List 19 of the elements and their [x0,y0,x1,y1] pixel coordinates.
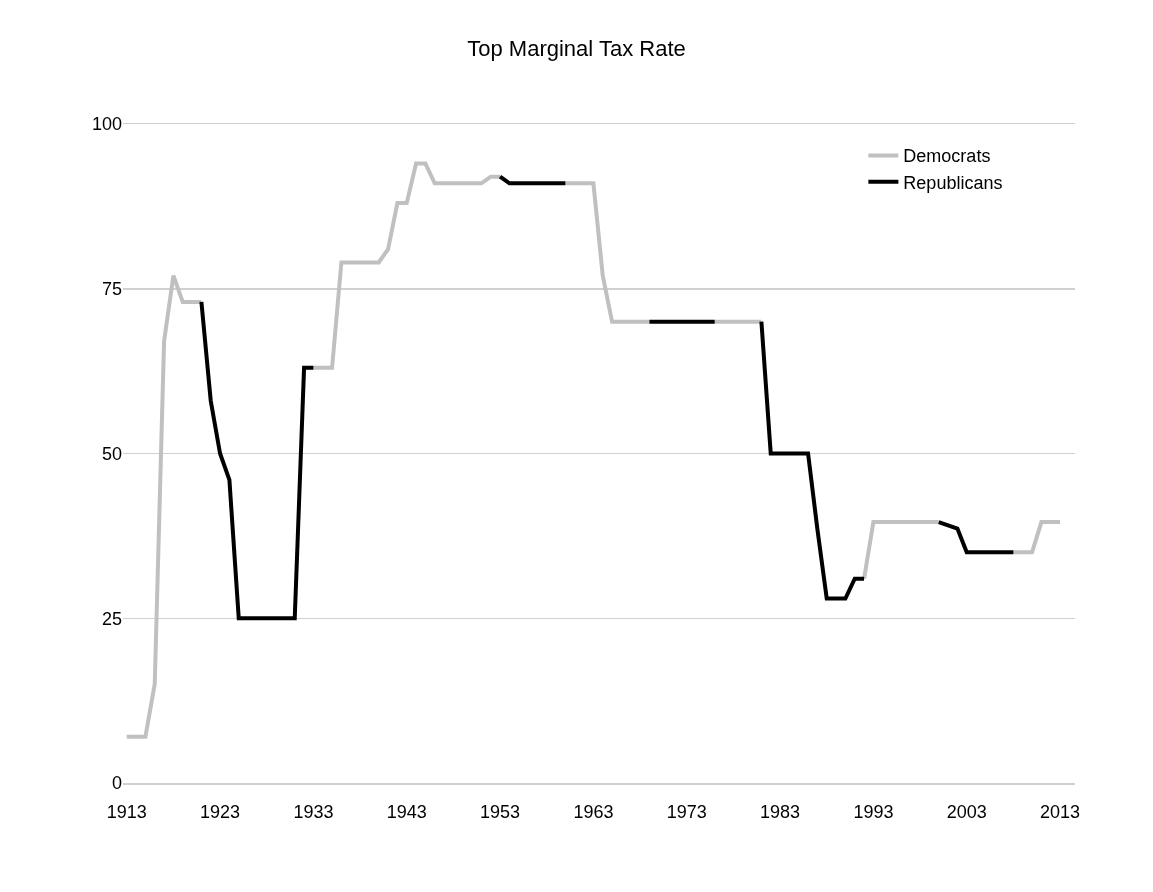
y-tick-label: 100 [91,114,122,135]
y-tick-label: 50 [101,443,122,464]
x-tick-label: 1933 [293,802,334,823]
legend-label: Republicans [903,172,1003,193]
y-tick-label: 75 [101,279,122,300]
y-tick-label: 0 [111,773,122,794]
x-tick-label: 1923 [200,802,241,823]
x-tick-label: 1983 [760,802,801,823]
x-tick-label: 2003 [946,802,987,823]
x-tick-label: 1953 [480,802,521,823]
x-tick-label: 1913 [106,802,147,823]
x-tick-label: 2013 [1040,802,1081,823]
legend-label: Democrats [903,146,991,167]
x-tick-label: 1993 [853,802,894,823]
x-tick-label: 1973 [666,802,707,823]
chart-title: Top Marginal Tax Rate [467,35,686,61]
x-tick-label: 1943 [386,802,427,823]
x-tick-label: 1963 [573,802,614,823]
y-tick-label: 25 [101,608,122,629]
